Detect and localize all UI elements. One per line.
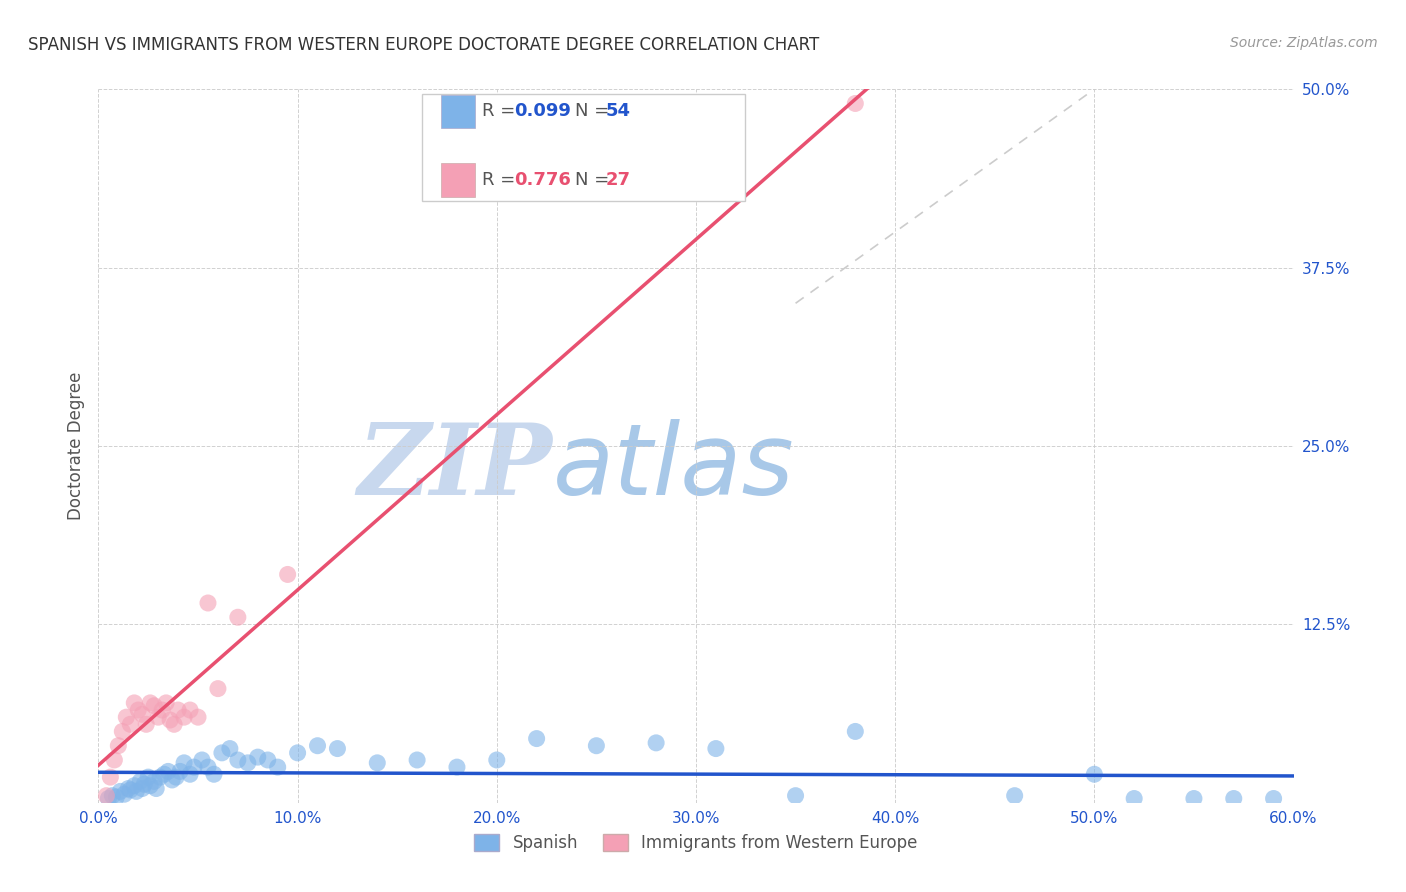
- Point: [406, 753, 429, 767]
- Point: [97, 791, 120, 805]
- Point: [117, 781, 139, 796]
- Point: [197, 760, 219, 774]
- Point: [112, 787, 135, 801]
- Point: [485, 753, 508, 767]
- Point: [110, 784, 132, 798]
- Point: [124, 779, 146, 793]
- Point: [307, 739, 329, 753]
- Point: [226, 610, 249, 624]
- Point: [159, 713, 181, 727]
- Point: [197, 596, 219, 610]
- Text: 27: 27: [606, 171, 631, 189]
- Point: [129, 774, 152, 789]
- Point: [219, 741, 242, 756]
- Text: 54: 54: [606, 103, 631, 120]
- Point: [1083, 767, 1105, 781]
- Legend: Spanish, Immigrants from Western Europe: Spanish, Immigrants from Western Europe: [468, 827, 924, 859]
- Point: [585, 739, 607, 753]
- Point: [1263, 791, 1285, 805]
- Point: [267, 760, 290, 774]
- Point: [173, 756, 195, 770]
- Point: [103, 753, 125, 767]
- Point: [139, 779, 162, 793]
- Point: [645, 736, 668, 750]
- Text: atlas: atlas: [553, 419, 794, 516]
- Point: [163, 717, 186, 731]
- Text: SPANISH VS IMMIGRANTS FROM WESTERN EUROPE DOCTORATE DEGREE CORRELATION CHART: SPANISH VS IMMIGRANTS FROM WESTERN EUROP…: [28, 36, 820, 54]
- Point: [157, 764, 180, 779]
- Point: [169, 764, 191, 779]
- Point: [134, 777, 156, 791]
- Point: [120, 717, 142, 731]
- Point: [101, 789, 124, 803]
- Point: [256, 753, 278, 767]
- Point: [131, 781, 153, 796]
- Point: [187, 710, 209, 724]
- Point: [446, 760, 468, 774]
- Text: ZIP: ZIP: [357, 419, 553, 516]
- Point: [148, 710, 170, 724]
- Point: [1182, 791, 1205, 805]
- Point: [277, 567, 299, 582]
- Point: [149, 770, 172, 784]
- Point: [115, 710, 138, 724]
- Point: [179, 767, 201, 781]
- Point: [139, 696, 162, 710]
- Point: [844, 724, 866, 739]
- Point: [526, 731, 548, 746]
- Point: [96, 789, 118, 803]
- Text: R =: R =: [482, 103, 522, 120]
- Point: [179, 703, 201, 717]
- Point: [785, 789, 807, 803]
- Point: [1123, 791, 1146, 805]
- Text: Source: ZipAtlas.com: Source: ZipAtlas.com: [1230, 36, 1378, 50]
- Point: [155, 696, 177, 710]
- Point: [207, 681, 229, 696]
- Point: [226, 753, 249, 767]
- Point: [105, 790, 128, 805]
- Point: [366, 756, 388, 770]
- Point: [111, 724, 134, 739]
- Y-axis label: Doctorate Degree: Doctorate Degree: [66, 372, 84, 520]
- Point: [704, 741, 727, 756]
- Point: [160, 772, 183, 787]
- Point: [191, 753, 214, 767]
- Point: [844, 96, 866, 111]
- Point: [98, 770, 122, 784]
- Text: 0.099: 0.099: [515, 103, 571, 120]
- Point: [287, 746, 309, 760]
- Point: [136, 770, 159, 784]
- Point: [165, 770, 187, 784]
- Point: [246, 750, 269, 764]
- Point: [124, 696, 146, 710]
- Text: R =: R =: [482, 171, 522, 189]
- Point: [173, 710, 195, 724]
- Point: [127, 703, 149, 717]
- Point: [143, 698, 166, 713]
- Point: [107, 739, 129, 753]
- Point: [131, 707, 153, 722]
- Text: N =: N =: [575, 171, 614, 189]
- Point: [150, 703, 173, 717]
- Point: [1004, 789, 1026, 803]
- Point: [326, 741, 349, 756]
- Point: [143, 774, 166, 789]
- Point: [135, 717, 157, 731]
- Point: [183, 760, 205, 774]
- Point: [167, 703, 190, 717]
- Text: 0.776: 0.776: [515, 171, 571, 189]
- Point: [236, 756, 259, 770]
- Point: [125, 784, 148, 798]
- Point: [120, 783, 142, 797]
- Point: [1223, 791, 1246, 805]
- Text: N =: N =: [575, 103, 614, 120]
- Point: [211, 746, 233, 760]
- Point: [145, 781, 167, 796]
- Point: [202, 767, 225, 781]
- Point: [153, 767, 176, 781]
